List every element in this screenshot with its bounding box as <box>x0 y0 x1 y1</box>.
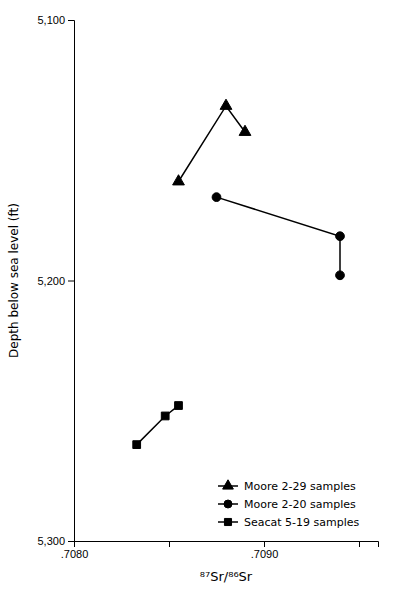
tick-mark <box>68 20 74 21</box>
marker <box>239 125 251 135</box>
marker <box>175 402 183 410</box>
legend-label: Moore 2-20 samples <box>244 498 356 511</box>
x-axis-line <box>75 542 379 548</box>
marks <box>133 99 345 448</box>
tick-label: 5,200 <box>37 275 65 287</box>
tick-mark <box>359 541 360 547</box>
legend-symbol <box>223 480 234 489</box>
tick: 5,300 <box>37 535 74 547</box>
y-axis-title: Depth below sea level (ft) <box>7 203 21 358</box>
plot: .7080 .7090 5,100 5,200 5,300 ⁸⁷Sr/⁸⁶Sr Depth … <box>7 14 379 584</box>
marker <box>220 99 232 109</box>
tick-label: .7080 <box>61 548 89 560</box>
series <box>133 402 183 449</box>
legend-symbol <box>224 518 231 525</box>
marker <box>336 232 345 241</box>
tick-mark <box>264 541 265 547</box>
y-axis-line <box>68 21 75 542</box>
marker <box>133 441 141 449</box>
tick <box>169 541 170 547</box>
x-axis: .7080 .7090 <box>61 541 379 560</box>
tick <box>359 541 360 547</box>
tick: 5,100 <box>37 14 74 26</box>
marker <box>173 175 185 185</box>
marker <box>212 193 221 202</box>
y-axis: 5,100 5,200 5,300 <box>37 14 74 547</box>
tick-label: 5,100 <box>37 14 65 26</box>
tick-mark <box>68 541 74 542</box>
marker <box>161 412 169 420</box>
tick: .7090 <box>251 541 279 560</box>
legend: Moore 2-29 samples Moore 2-20 samples Seac… <box>218 480 360 529</box>
chart: .7080 .7090 5,100 5,200 5,300 ⁸⁷Sr/⁸⁶Sr Depth … <box>0 0 400 593</box>
tick-label: 5,300 <box>37 535 65 547</box>
x-axis-title: ⁸⁷Sr/⁸⁶Sr <box>200 569 253 584</box>
series <box>212 193 344 280</box>
series-line <box>179 106 246 182</box>
tick-mark <box>169 541 170 547</box>
legend-item: Moore 2-29 samples <box>218 480 356 493</box>
tick-label: .7090 <box>251 548 279 560</box>
legend-symbol <box>224 500 232 508</box>
series-line <box>217 197 341 275</box>
tick: 5,200 <box>37 275 74 287</box>
series-line <box>137 406 179 445</box>
series <box>173 99 251 185</box>
legend-label: Seacat 5-19 samples <box>244 516 360 529</box>
tick-mark <box>68 281 74 282</box>
legend-label: Moore 2-29 samples <box>244 480 356 493</box>
legend-item: Moore 2-20 samples <box>218 498 356 511</box>
legend-item: Seacat 5-19 samples <box>218 516 360 529</box>
marker <box>336 271 345 280</box>
